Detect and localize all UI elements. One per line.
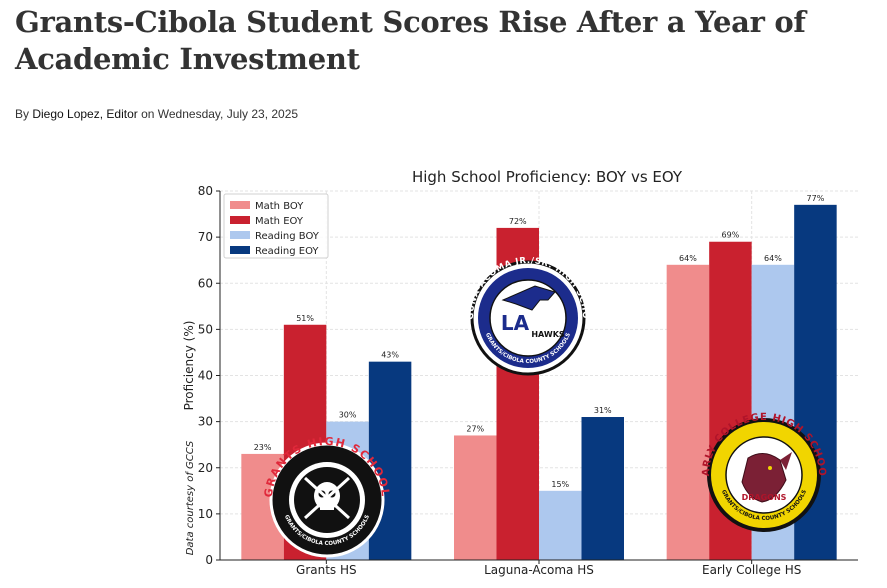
x-tick-label: Early College HS — [702, 563, 801, 577]
data-label: 43% — [381, 351, 399, 360]
y-tick-label: 20 — [198, 461, 213, 475]
data-label: 30% — [339, 411, 357, 420]
byline: By Diego Lopez, Editor on Wednesday, Jul… — [15, 107, 298, 121]
legend-label: Reading EOY — [255, 246, 319, 257]
y-tick-label: 30 — [198, 415, 213, 429]
dragon-icon — [741, 453, 787, 503]
legend-swatch — [230, 216, 250, 224]
y-tick-label: 0 — [205, 553, 213, 567]
data-label: 69% — [722, 231, 740, 240]
legend-swatch — [230, 231, 250, 239]
ec-logo-center-text: DRAGONS — [742, 493, 787, 502]
data-label: 64% — [764, 254, 782, 263]
laguna-acoma-logo: LAGUNA-ACOMA JR./SR. HIGH SCHOOL GRANTS/… — [0, 0, 590, 376]
data-label: 77% — [807, 194, 825, 203]
x-tick-label: Laguna-Acoma HS — [484, 563, 594, 577]
y-tick-label: 10 — [198, 507, 213, 521]
legend-box — [223, 193, 329, 259]
data-label: 23% — [254, 443, 272, 452]
bar-reading-boy — [539, 490, 582, 560]
data-source-annotation: Data courtesy of GCCS — [185, 440, 196, 555]
x-tick-label: Grants HS — [296, 563, 357, 577]
byline-on: on — [137, 107, 158, 121]
legend-label: Math BOY — [255, 201, 304, 212]
data-label: 72% — [509, 217, 527, 226]
author-name[interactable]: Diego Lopez, Editor — [32, 107, 138, 121]
data-labels: 23% 27% 64% 51% 72% 69% 30% 15% 64% 43% 31% 77% — [254, 194, 825, 489]
axes: 0 10 20 30 40 50 60 70 80 Grants HS Laguna-Acoma H… — [182, 168, 858, 577]
bar-math-boy — [454, 435, 497, 560]
y-tick-label: 80 — [198, 184, 213, 198]
legend-label: Reading BOY — [255, 231, 320, 242]
publish-date: Wednesday, July 23, 2025 — [157, 107, 299, 121]
legend: Math BOY Math EOY Reading BOY Reading EOY — [223, 193, 329, 259]
svg-text:LAGUNA-ACOMA JR./SR. HIGH SCHO: LAGUNA-ACOMA JR./SR. HIGH SCHOOL — [0, 0, 590, 320]
chart-title: High School Proficiency: BOY vs EOY — [412, 168, 683, 186]
y-tick-label: 50 — [198, 322, 213, 336]
byline-prefix: By — [15, 107, 33, 121]
data-label: 27% — [466, 424, 484, 433]
data-label: 15% — [551, 480, 569, 489]
y-tick-label: 70 — [198, 230, 213, 244]
la-initials-icon: LA — [501, 311, 530, 335]
data-label: 64% — [679, 254, 697, 263]
article-headline: Grants-Cibola Student Scores Rise After … — [15, 5, 806, 76]
y-tick-label: 40 — [198, 369, 213, 383]
data-label: 51% — [296, 314, 314, 323]
bar-math-boy — [666, 264, 710, 560]
data-label: 31% — [594, 406, 612, 415]
y-tick-label: 60 — [198, 276, 213, 290]
legend-label: Math EOY — [255, 216, 304, 227]
laguna-logo-ring-text: LAGUNA-ACOMA JR./SR. HIGH SCHOOL — [0, 0, 590, 320]
grants-hs-logo: GRANTS HIGH SCHOOL GRANTS/CIBOLA COUNTY … — [262, 435, 391, 558]
bar-reading-eoy — [581, 417, 624, 560]
y-axis-label: Proficiency (%) — [182, 321, 196, 411]
hawk-icon — [501, 285, 556, 311]
laguna-logo-center-text: HAWKS — [531, 330, 565, 339]
legend-swatch — [230, 201, 250, 209]
legend-swatch — [230, 246, 250, 254]
